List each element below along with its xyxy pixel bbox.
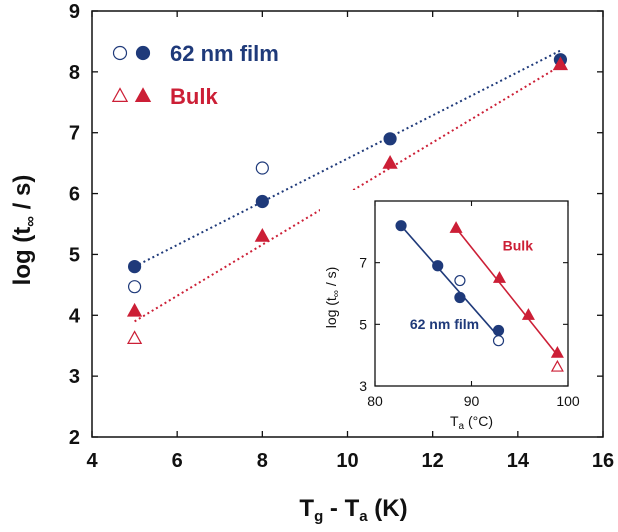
- y-tick-label: 7: [69, 123, 80, 145]
- y-tick-label: 6: [69, 184, 80, 206]
- x-tick-label: 10: [336, 450, 358, 472]
- data-point: [126, 302, 143, 317]
- inset-data-point: [492, 324, 505, 337]
- inset-data-point: [492, 271, 507, 283]
- inset-annotation: 62 nm film: [410, 316, 479, 332]
- legend-label: 62 nm film: [170, 41, 279, 66]
- inset-data-point: [550, 359, 564, 372]
- inset-x-tick-label: 100: [556, 393, 580, 409]
- data-point: [126, 330, 143, 345]
- data-point: [552, 56, 569, 71]
- inset-annotation: Bulk: [503, 237, 534, 253]
- data-point: [254, 228, 270, 242]
- y-tick-label: 8: [69, 62, 80, 84]
- y-tick-label: 2: [69, 427, 80, 449]
- inset-fit-line: [455, 227, 559, 356]
- x-axis-label: Tg - Ta (K): [299, 495, 407, 525]
- data-point: [127, 280, 142, 294]
- inset-data-point: [449, 221, 463, 233]
- x-tick-label: 16: [592, 450, 614, 472]
- inset-x-tick-label: 90: [464, 393, 480, 409]
- data-point: [255, 161, 269, 175]
- data-point: [255, 194, 269, 209]
- inset-x-tick-label: 80: [367, 393, 383, 409]
- x-tick-label: 8: [257, 450, 268, 472]
- x-tick-label: 4: [86, 450, 98, 472]
- inset-x-axis-label: Ta (°C): [450, 413, 493, 432]
- inset-y-tick-label: 7: [359, 255, 367, 271]
- inset-data-point: [432, 260, 444, 272]
- inset-y-tick-label: 5: [359, 316, 367, 332]
- legend-marker: [134, 87, 152, 103]
- legend-marker: [135, 45, 151, 61]
- y-tick-label: 3: [69, 366, 80, 388]
- x-tick-label: 14: [507, 450, 530, 472]
- legend-label: Bulk: [170, 84, 218, 109]
- inset-y-axis-label: log (t∞ / s): [323, 267, 342, 329]
- data-point: [127, 260, 142, 274]
- inset-fit-line: [400, 225, 500, 338]
- inset-data-point: [521, 308, 535, 320]
- x-tick-label: 6: [172, 450, 183, 472]
- inset-data-point: [492, 335, 505, 347]
- inset-data-point: [454, 274, 466, 287]
- data-point: [383, 132, 397, 146]
- x-tick-label: 12: [422, 450, 444, 472]
- legend-marker: [112, 45, 128, 61]
- y-tick-label: 9: [69, 1, 80, 23]
- y-axis-label: log (t∞ / s): [9, 175, 39, 286]
- y-tick-label: 4: [69, 305, 81, 327]
- inset-data-point: [454, 291, 466, 304]
- legend-marker: [111, 87, 129, 103]
- data-point: [382, 155, 398, 169]
- inset-y-tick-label: 3: [359, 378, 367, 394]
- inset-data-point: [550, 346, 564, 358]
- y-tick-label: 5: [69, 244, 80, 266]
- inset-data-point: [395, 220, 407, 232]
